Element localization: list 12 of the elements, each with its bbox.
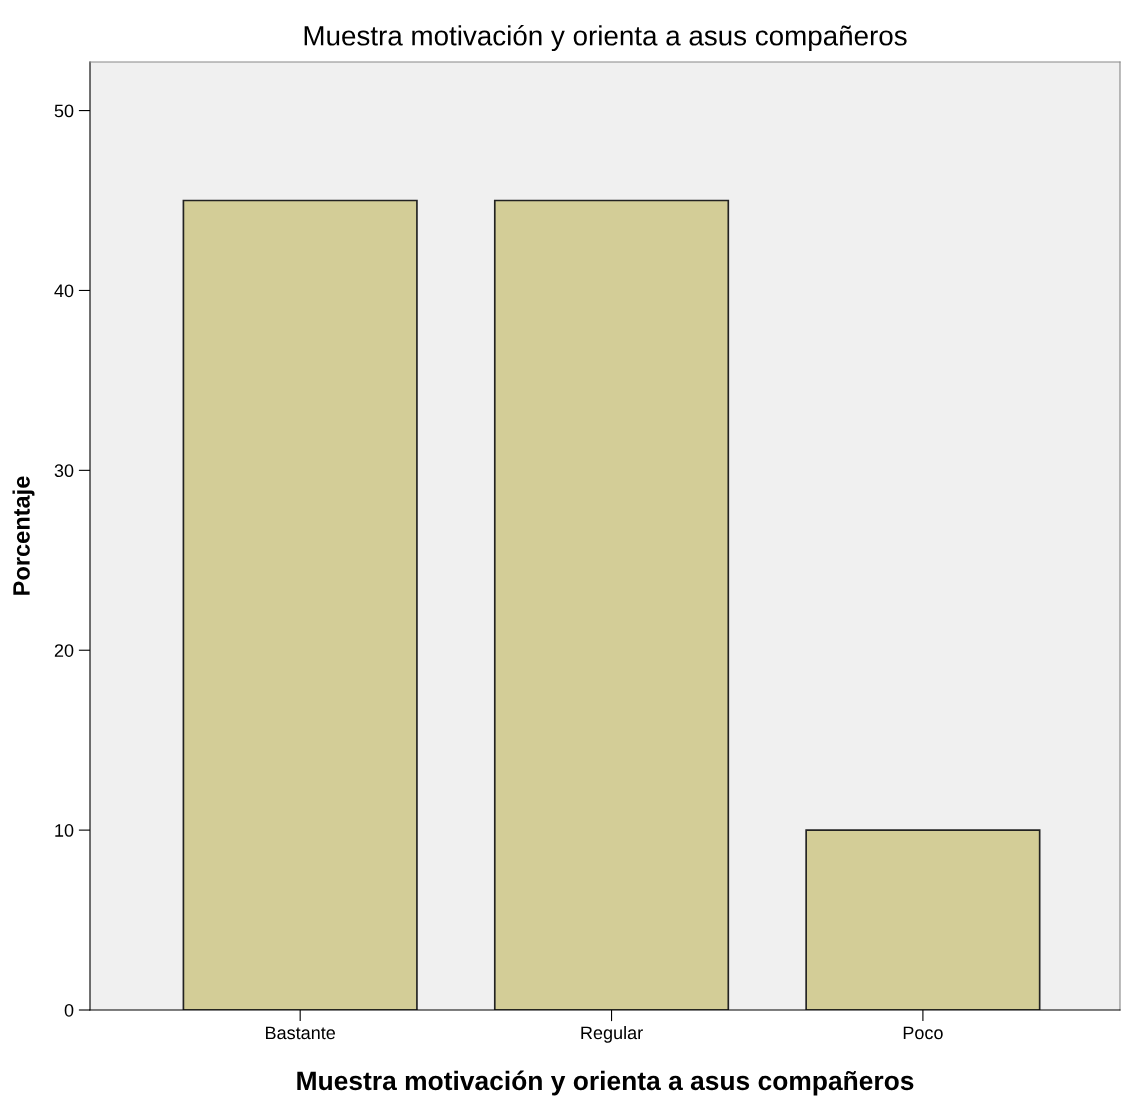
y-tick-label: 40	[54, 284, 74, 298]
y-tick-label: 20	[54, 644, 74, 657]
y-axis-title: Porcentaje	[12, 476, 35, 595]
x-tick-label: Bastante	[266, 1026, 336, 1040]
y-tick-label: 0	[64, 1003, 74, 1017]
x-tick-label: Poco	[903, 1026, 943, 1040]
y-tick-label: 10	[55, 824, 74, 837]
y-tick-label: 30	[54, 464, 74, 478]
x-tick-label: Regular	[581, 1025, 643, 1043]
y-tick-label: 50	[54, 104, 74, 118]
x-axis-title: Muestra motivación y orienta a asus compañeros	[297, 1070, 914, 1096]
chart-title: Muestra motivación y orienta a asus compañeros	[304, 24, 907, 52]
